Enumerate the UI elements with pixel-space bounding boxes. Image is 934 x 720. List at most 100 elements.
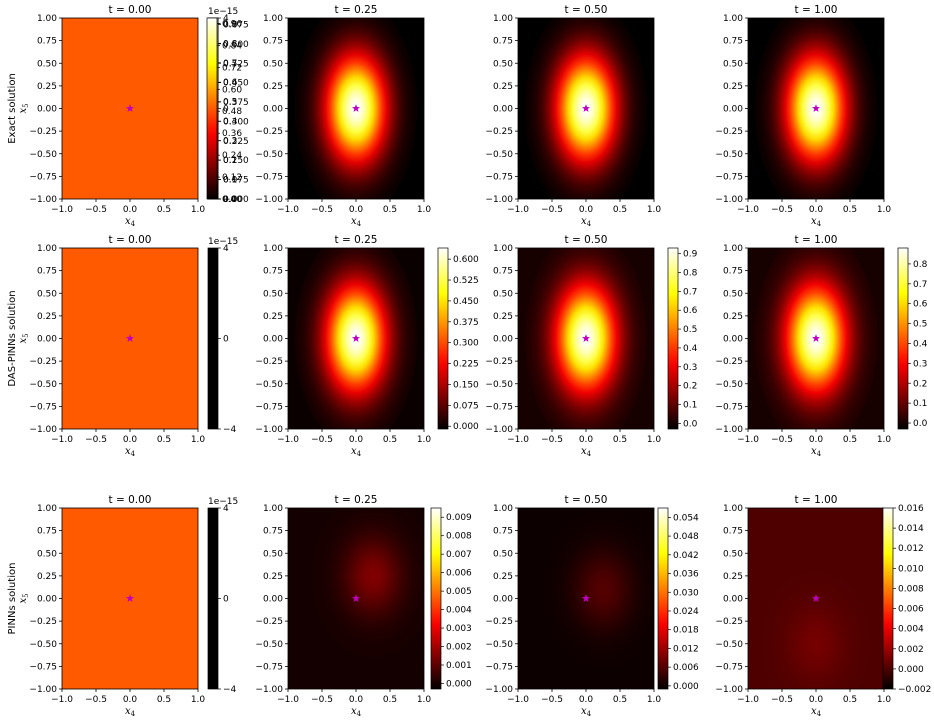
row-label: DAS-PINNs solution: [7, 290, 18, 386]
x-axis-label: x4: [811, 216, 822, 228]
y-tick-label: −1.00: [29, 685, 57, 695]
y-tick-label: 0.75: [493, 527, 513, 537]
colorbar-fill: [208, 248, 218, 429]
y-tick-label: −0.25: [29, 357, 57, 367]
y-tick-label: −0.50: [485, 380, 513, 390]
y-tick-label: −0.50: [255, 150, 283, 160]
colorbar-tick-label: −4: [223, 195, 237, 205]
x-axis-label: x4: [581, 706, 592, 718]
colorbar-tick-label: 0.1: [913, 399, 927, 409]
y-tick-label: 1.00: [37, 14, 57, 24]
x-axis-label: x4: [125, 446, 136, 458]
colorbar-tick-label: 0.450: [453, 297, 479, 307]
heatmap-panel: t = 0.00 −1.0 −0.5 0.0 0.5 1.0 x4 1.00 0.75 0.50 0…: [18, 494, 205, 718]
y-tick-label: 0.50: [723, 59, 743, 69]
colorbar-tick-label: 0.8: [683, 269, 698, 279]
x-tick-label: −1.0: [277, 435, 299, 445]
colorbar-tick-label: 0.0: [913, 419, 928, 429]
x-axis-label: x4: [125, 216, 136, 228]
x-tick-label: 0.5: [157, 205, 171, 215]
colorbar-tick-label: 0.1: [223, 176, 237, 186]
colorbar-tick-label: 0.001: [446, 661, 472, 671]
y-tick-label: 0.75: [37, 267, 57, 277]
x-tick-label: −1.0: [277, 205, 299, 215]
colorbar-tick-label: 0: [223, 105, 229, 115]
x-tick-label: −1.0: [507, 435, 529, 445]
y-tick-label: 1.00: [263, 504, 283, 514]
y-tick-label: −1.00: [29, 425, 57, 435]
x-tick-label: −1.0: [737, 205, 759, 215]
colorbar-tick-label: 4: [223, 14, 229, 24]
star-marker: [126, 594, 134, 602]
heatmap-panel: t = 0.25 −1.0 −0.5 0.0 0.5 1.0 x4 1.00 0.75 0.50 0…: [255, 234, 431, 458]
y-tick-label: 0.75: [37, 37, 57, 47]
colorbar-fill: [438, 248, 448, 429]
heatmap-panel: t = 0.50 −1.0 −0.5 0.0 0.5 1.0 x4 1.00 0.75 0.50 0…: [485, 4, 661, 228]
y-tick-label: −0.50: [485, 640, 513, 650]
star-marker: [812, 334, 820, 342]
y-tick-label: 0.00: [723, 335, 743, 345]
x-tick-label: 1.0: [191, 435, 206, 445]
heatmap-panel: t = 0.50 −1.0 −0.5 0.0 0.5 1.0 x4 1.00 0.75 0.50 0…: [485, 234, 662, 458]
y-tick-label: 0.00: [723, 595, 743, 605]
colorbar-tick-label: 0.300: [453, 339, 479, 349]
colorbar-tick-label: 0.7: [683, 287, 697, 297]
colorbar-tick-label: 0.002: [446, 643, 472, 653]
x-tick-label: −0.5: [541, 205, 563, 215]
x-tick-label: 0.5: [843, 435, 857, 445]
y-tick-label: −1.00: [715, 195, 743, 205]
heatmap-panel: t = 0.00 −1.0 −0.5 0.0 0.5 1.0 x4 1.00 0.75 0.50 0…: [18, 234, 205, 458]
colorbar-tick-label: −0.002: [898, 685, 931, 695]
y-tick-label: 0.75: [493, 37, 513, 47]
colorbar-tick-label: 0.054: [673, 513, 699, 523]
colorbar-tick-label: 0.300: [223, 117, 249, 127]
colorbar-tick-label: 0.018: [673, 626, 699, 636]
x-tick-label: 0.0: [123, 435, 138, 445]
y-tick-label: −0.25: [485, 127, 513, 137]
colorbar-tick-label: 0.2: [913, 379, 927, 389]
panel-title: t = 0.50: [565, 4, 608, 16]
y-tick-label: 0.25: [493, 312, 513, 322]
y-tick-label: 0.00: [263, 335, 283, 345]
y-tick-label: 0.00: [493, 335, 513, 345]
y-tick-label: 0.75: [37, 527, 57, 537]
y-tick-label: −0.50: [29, 150, 57, 160]
x-tick-label: 1.0: [191, 205, 206, 215]
y-tick-label: 0.50: [37, 549, 57, 559]
y-tick-label: −0.75: [29, 172, 57, 182]
colorbar-fill: [658, 508, 668, 689]
colorbar-tick-label: 0.007: [446, 550, 472, 560]
x-tick-label: 1.0: [647, 435, 662, 445]
panel-title: t = 0.00: [109, 494, 152, 506]
colorbar-tick-label: 0.009: [446, 513, 472, 523]
colorbar-tick-label: 0.7: [223, 59, 237, 69]
heatmap-panel: t = 0.50 −1.0 −0.5 0.0 0.5 1.0 x4 1.00 0.75 0.50 0…: [485, 494, 661, 718]
colorbar-tick-label: 0.075: [453, 401, 479, 411]
star-marker: [812, 594, 820, 602]
x-tick-label: −0.5: [771, 435, 793, 445]
y-tick-label: 0.00: [723, 105, 743, 115]
y-tick-label: 0.00: [37, 335, 57, 345]
colorbar-tick-label: 0.375: [453, 318, 479, 328]
colorbar-tick-label: 0.6: [223, 78, 238, 88]
x-tick-label: −0.5: [541, 435, 563, 445]
y-tick-label: 0.50: [723, 549, 743, 559]
x-tick-label: −1.0: [51, 695, 73, 705]
x-tick-label: 0.0: [349, 435, 364, 445]
x-tick-label: 1.0: [417, 205, 432, 215]
colorbar-tick-label: 0.3: [683, 363, 697, 373]
colorbar-tick-label: 0.7: [913, 280, 927, 290]
x-tick-label: 0.0: [579, 205, 594, 215]
y-axis-label: x5: [18, 593, 30, 603]
colorbar-tick-label: 0.525: [223, 59, 249, 69]
y-tick-label: −0.25: [715, 127, 743, 137]
x-tick-label: −1.0: [51, 205, 73, 215]
heatmap-panel: t = 0.00 −1.0 −0.5 0.0 0.5 1.0 x4 1.00 0.75 0.50 0…: [18, 4, 205, 228]
colorbar-tick-label: 0.12: [222, 173, 242, 183]
panel-title: t = 0.00: [109, 4, 152, 16]
x-tick-label: −1.0: [507, 695, 529, 705]
y-tick-label: 0.00: [263, 105, 283, 115]
y-tick-label: −0.25: [715, 617, 743, 627]
colorbar-fill: [207, 18, 217, 199]
x-tick-label: 0.0: [809, 695, 824, 705]
